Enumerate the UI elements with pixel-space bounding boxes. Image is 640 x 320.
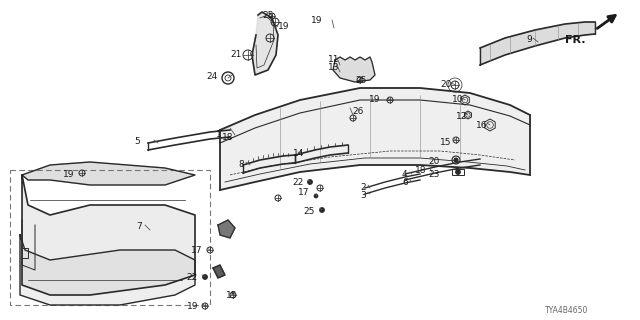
Text: 8: 8 [238,160,244,169]
Polygon shape [218,220,235,238]
Text: 25: 25 [262,11,273,20]
Text: 17: 17 [191,246,202,255]
Text: 3: 3 [360,191,365,200]
Text: 2: 2 [360,183,365,192]
Text: 20: 20 [429,157,440,166]
Text: FR.: FR. [564,35,585,45]
Text: 21: 21 [230,50,242,59]
Text: 10: 10 [452,95,463,104]
Text: 19: 19 [186,302,198,311]
Circle shape [454,158,458,162]
Polygon shape [252,12,278,75]
Polygon shape [22,175,195,295]
Circle shape [308,180,312,184]
Circle shape [203,275,207,279]
Polygon shape [220,88,530,190]
Text: 15: 15 [226,291,237,300]
Text: 11: 11 [328,55,339,64]
Polygon shape [480,22,595,65]
Text: 23: 23 [429,170,440,179]
Text: 15: 15 [440,138,451,147]
Polygon shape [333,57,375,82]
Text: 12: 12 [456,112,467,121]
Text: 19: 19 [310,16,322,25]
Text: 16: 16 [476,121,488,130]
Text: 22: 22 [187,273,198,282]
Polygon shape [20,235,195,305]
Bar [452,169,464,175]
Text: 5: 5 [134,137,140,146]
Text: TYA4B4650: TYA4B4650 [545,306,588,315]
Polygon shape [22,162,195,185]
Text: 19: 19 [369,95,380,104]
Text: 25: 25 [355,76,366,85]
Text: 14: 14 [293,149,305,158]
Text: 19: 19 [63,170,74,179]
Polygon shape [213,265,225,278]
Text: 24: 24 [207,72,218,81]
Text: 20: 20 [440,80,451,89]
Bar [10,170,210,305]
Circle shape [314,194,317,198]
Text: 26: 26 [352,107,364,116]
Text: 25: 25 [303,207,315,216]
Circle shape [320,208,324,212]
Circle shape [456,170,460,174]
Text: 18: 18 [415,166,426,175]
Text: 17: 17 [298,188,309,197]
Text: 19: 19 [278,22,289,31]
Text: 18: 18 [222,133,234,142]
Text: 4: 4 [402,170,408,179]
Text: 7: 7 [136,222,141,231]
Text: 22: 22 [292,178,304,187]
Text: 9: 9 [526,35,532,44]
Text: 13: 13 [328,63,339,72]
Text: 1: 1 [216,130,222,139]
Text: 6: 6 [402,178,408,187]
